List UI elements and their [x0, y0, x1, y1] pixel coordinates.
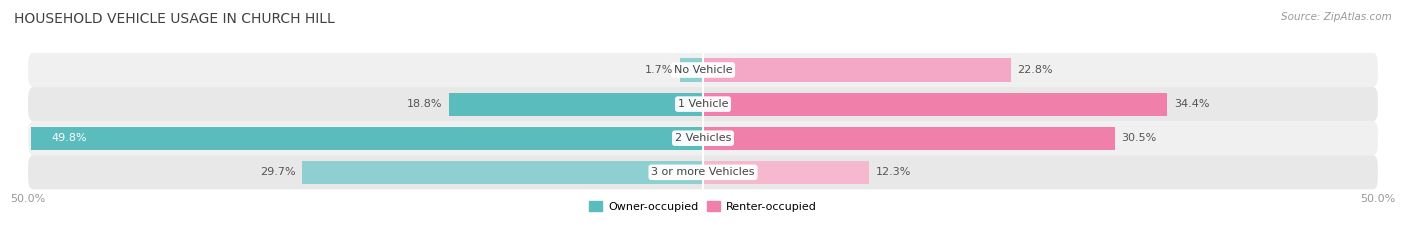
Text: 18.8%: 18.8%	[406, 99, 443, 109]
Bar	[450, 93, 703, 116]
Text: 49.8%: 49.8%	[51, 133, 87, 143]
FancyBboxPatch shape	[28, 155, 1378, 189]
Text: 3 or more Vehicles: 3 or more Vehicles	[651, 167, 755, 177]
FancyBboxPatch shape	[28, 87, 1378, 121]
Bar	[703, 58, 1011, 82]
Text: 22.8%: 22.8%	[1018, 65, 1053, 75]
Text: 29.7%: 29.7%	[260, 167, 295, 177]
Text: 1.7%: 1.7%	[645, 65, 673, 75]
Text: 12.3%: 12.3%	[876, 167, 911, 177]
Text: 30.5%: 30.5%	[1122, 133, 1157, 143]
Text: HOUSEHOLD VEHICLE USAGE IN CHURCH HILL: HOUSEHOLD VEHICLE USAGE IN CHURCH HILL	[14, 12, 335, 26]
Bar	[703, 93, 1167, 116]
Bar	[681, 58, 703, 82]
FancyBboxPatch shape	[28, 53, 1378, 87]
Text: No Vehicle: No Vehicle	[673, 65, 733, 75]
Bar	[703, 161, 869, 184]
Legend: Owner-occupied, Renter-occupied: Owner-occupied, Renter-occupied	[585, 197, 821, 216]
Bar	[31, 127, 703, 150]
Text: 1 Vehicle: 1 Vehicle	[678, 99, 728, 109]
Text: 34.4%: 34.4%	[1174, 99, 1209, 109]
Text: 2 Vehicles: 2 Vehicles	[675, 133, 731, 143]
Bar	[302, 161, 703, 184]
FancyBboxPatch shape	[28, 121, 1378, 155]
Text: Source: ZipAtlas.com: Source: ZipAtlas.com	[1281, 12, 1392, 22]
Bar	[703, 127, 1115, 150]
